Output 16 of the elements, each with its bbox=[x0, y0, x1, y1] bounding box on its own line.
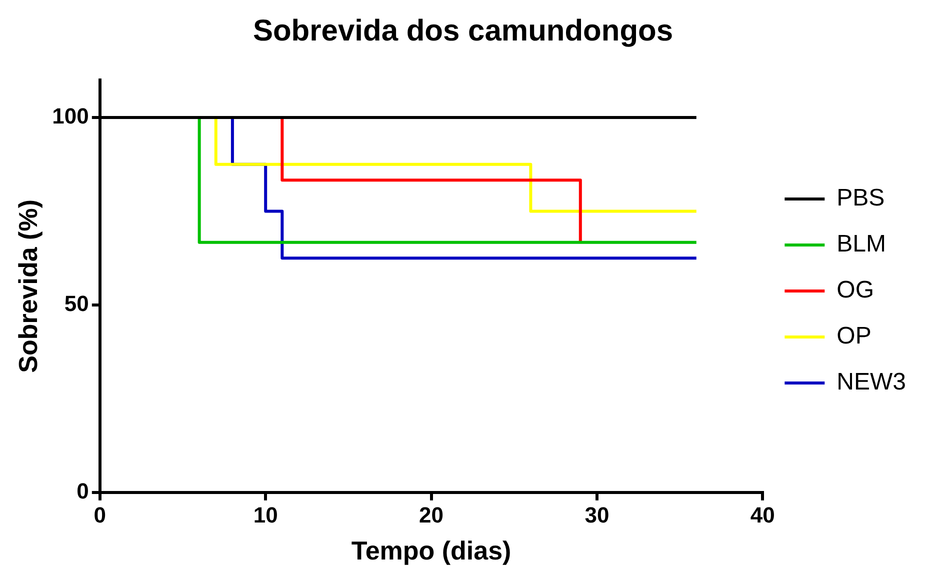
x-tick-label: 30 bbox=[584, 502, 610, 528]
y-tick-label: 0 bbox=[76, 478, 89, 504]
legend-label: OP bbox=[836, 322, 872, 350]
x-tick-label: 20 bbox=[419, 502, 444, 528]
x-axis-title: Tempo (dias) bbox=[351, 536, 512, 566]
legend-label: BLM bbox=[836, 230, 886, 258]
legend-label: PBS bbox=[836, 184, 885, 212]
x-tick-label: 10 bbox=[253, 502, 278, 528]
x-tick-label: 0 bbox=[94, 502, 106, 528]
y-axis-title: Sobrevida (%) bbox=[12, 200, 43, 373]
chart-title: Sobrevida dos camundongos bbox=[252, 14, 674, 48]
legend-label: NEW3 bbox=[836, 368, 906, 396]
legend-label: OG bbox=[836, 276, 874, 304]
y-tick-label: 100 bbox=[52, 104, 89, 129]
x-tick-label: 40 bbox=[750, 502, 775, 528]
y-tick-label: 50 bbox=[64, 291, 89, 316]
